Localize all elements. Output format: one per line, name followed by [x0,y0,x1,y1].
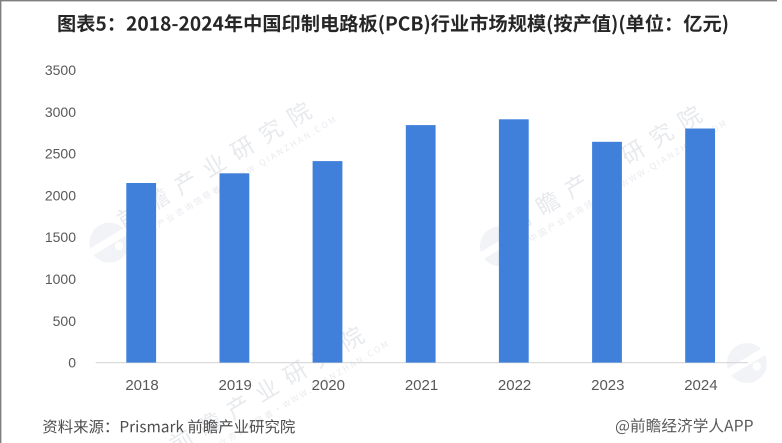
svg-text:2018: 2018 [125,377,158,394]
svg-text:2020: 2020 [312,377,345,394]
svg-text:0: 0 [68,355,76,371]
svg-text:3500: 3500 [45,62,76,78]
svg-text:500: 500 [53,313,77,329]
svg-text:1000: 1000 [45,271,76,287]
svg-text:2022: 2022 [498,377,531,394]
svg-text:2000: 2000 [45,188,76,204]
svg-text:3000: 3000 [45,104,76,120]
svg-text:2024: 2024 [684,377,717,394]
svg-text:2023: 2023 [591,377,624,394]
svg-text:2500: 2500 [45,146,76,162]
svg-text:1500: 1500 [45,229,76,245]
svg-text:2021: 2021 [405,377,438,394]
svg-text:2019: 2019 [219,377,252,394]
